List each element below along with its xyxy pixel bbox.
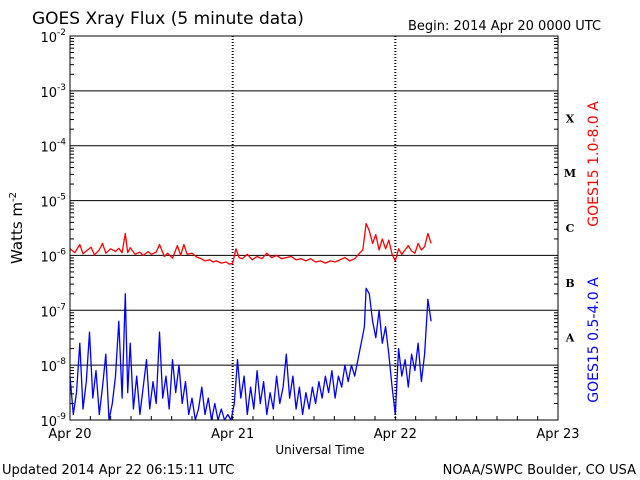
y-tick-base: 10 (40, 250, 57, 265)
y-tick-base: 10 (40, 415, 57, 430)
begin-label: Begin: 2014 Apr 20 0000 UTC (408, 19, 601, 34)
x-tick-label: Apr 21 (211, 427, 254, 442)
y-tick-label: 10-8 (40, 357, 66, 375)
y-tick-base: 10 (40, 141, 57, 156)
data-source-credit: NOAA/SWPC Boulder, CO USA (443, 463, 636, 478)
y-tick-exponent: -2 (57, 28, 66, 38)
y-tick-base: 10 (40, 196, 57, 211)
flare-class-b: B (565, 277, 574, 290)
y-tick-base: 10 (40, 31, 57, 46)
y-tick-exponent: -8 (57, 357, 66, 367)
x-tick-label: Apr 20 (48, 427, 91, 442)
plot-frame (69, 35, 559, 421)
flare-class-a: A (565, 332, 575, 345)
y-axis-label-base: Watts m (8, 202, 26, 264)
y-tick-label: 10-3 (40, 83, 66, 101)
series-line-long-wavelength (69, 222, 432, 265)
y-tick-exponent: -5 (57, 193, 66, 203)
y-tick-base: 10 (40, 86, 57, 101)
y-tick-exponent: -9 (57, 412, 66, 422)
x-tick-label: Apr 22 (374, 427, 417, 442)
legend-series-short: GOES15 0.5-4.0 A (586, 277, 602, 403)
y-tick-label: 10-4 (40, 138, 66, 156)
flux-series (69, 222, 432, 421)
y-tick-label: 10-6 (40, 247, 66, 265)
y-tick-label: 10-2 (40, 28, 66, 46)
y-tick-exponent: -7 (57, 302, 66, 312)
legend-series-long: GOES15 1.0-8.0 A (586, 101, 602, 227)
series-line-short-wavelength (69, 287, 432, 421)
y-tick-base: 10 (40, 360, 57, 375)
y-axis-label: Watts m-2 (8, 192, 26, 264)
flare-class-c: C (566, 222, 575, 235)
y-tick-label: 10-5 (40, 193, 66, 211)
flare-class-x: X (566, 112, 575, 125)
y-tick-exponent: -3 (57, 83, 66, 93)
x-axis-label: Universal Time (275, 443, 364, 457)
y-tick-label: 10-9 (40, 412, 66, 430)
y-axis-label-exponent: -2 (8, 192, 19, 202)
grid-lines (70, 36, 558, 420)
y-tick-label: 10-7 (40, 302, 66, 320)
flare-class-labels: X M C B A (564, 112, 576, 344)
x-tick-label: Apr 23 (536, 427, 579, 442)
updated-timestamp: Updated 2014 Apr 22 06:15:11 UTC (2, 463, 234, 478)
chart-title: GOES Xray Flux (5 minute data) (32, 9, 304, 29)
y-tick-exponent: -4 (57, 138, 66, 148)
x-axis-ticks: Apr 20 Apr 21 Apr 22 Apr 23 (48, 416, 580, 442)
y-tick-base: 10 (40, 305, 57, 320)
y-axis-ticks: 10-910-810-710-610-510-410-310-2 (40, 28, 558, 430)
y-tick-exponent: -6 (57, 247, 66, 257)
flare-class-m: M (564, 167, 576, 180)
